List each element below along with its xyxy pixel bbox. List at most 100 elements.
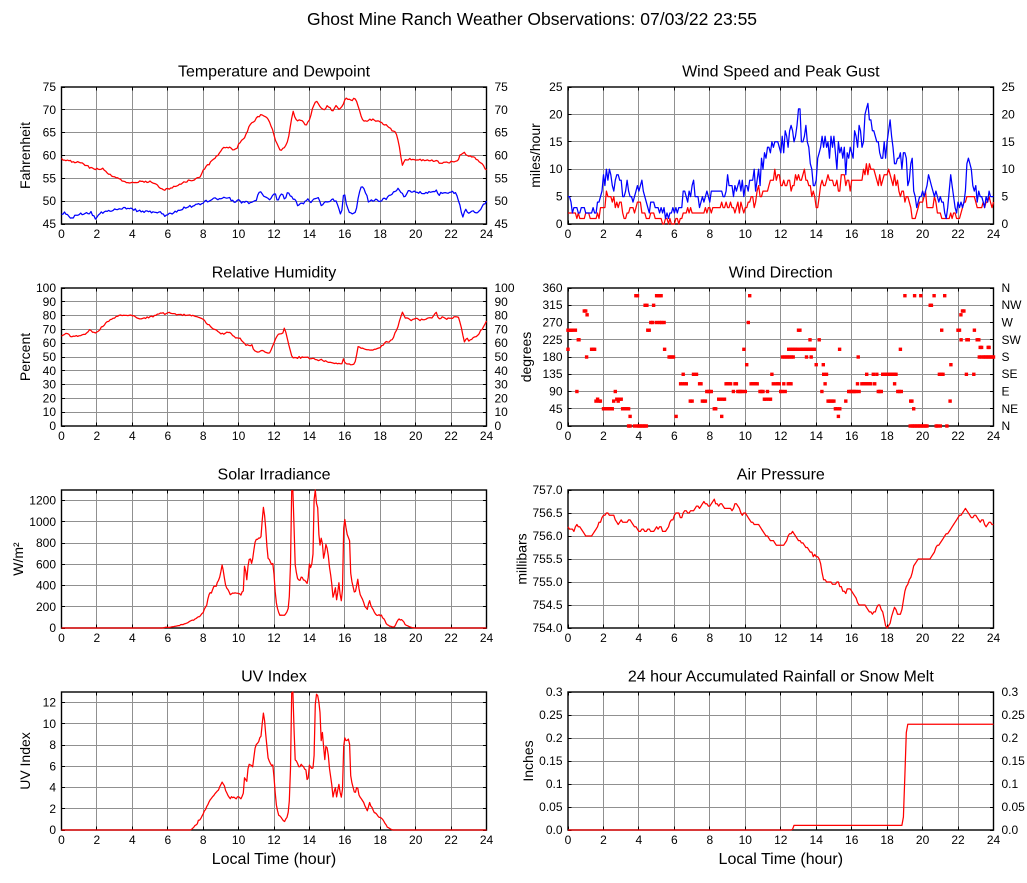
svg-text:60: 60 [495, 336, 509, 350]
svg-text:20: 20 [916, 429, 930, 443]
svg-text:65: 65 [495, 126, 509, 140]
svg-text:4: 4 [636, 833, 643, 847]
svg-text:400: 400 [36, 579, 56, 593]
svg-text:756.0: 756.0 [532, 529, 562, 543]
svg-text:10: 10 [495, 405, 509, 419]
svg-text:0.25: 0.25 [539, 708, 563, 722]
svg-text:15: 15 [549, 135, 563, 149]
svg-text:14: 14 [303, 227, 317, 241]
svg-text:0.05: 0.05 [1002, 800, 1026, 814]
svg-text:Percent: Percent [17, 333, 33, 381]
svg-text:8: 8 [706, 631, 713, 645]
svg-text:14: 14 [303, 833, 317, 847]
svg-text:16: 16 [845, 429, 859, 443]
svg-text:4: 4 [129, 833, 136, 847]
svg-text:0: 0 [565, 429, 572, 443]
svg-text:50: 50 [43, 194, 57, 208]
svg-text:45: 45 [549, 402, 563, 416]
svg-text:24: 24 [480, 429, 494, 443]
svg-text:6: 6 [671, 833, 678, 847]
svg-text:18: 18 [880, 227, 894, 241]
svg-text:22: 22 [951, 227, 965, 241]
svg-text:10: 10 [232, 631, 246, 645]
svg-text:6: 6 [671, 631, 678, 645]
svg-text:6: 6 [164, 227, 171, 241]
svg-text:800: 800 [36, 536, 56, 550]
svg-text:8: 8 [200, 429, 207, 443]
svg-text:W: W [1002, 316, 1014, 330]
svg-text:754.0: 754.0 [532, 621, 562, 635]
svg-text:90: 90 [495, 295, 509, 309]
svg-text:45: 45 [495, 217, 509, 231]
svg-text:8: 8 [200, 227, 207, 241]
svg-text:2: 2 [600, 227, 607, 241]
svg-text:0: 0 [556, 419, 563, 433]
svg-text:8: 8 [706, 227, 713, 241]
svg-text:10: 10 [232, 227, 246, 241]
svg-text:6: 6 [671, 429, 678, 443]
svg-text:75: 75 [495, 80, 509, 94]
svg-text:22: 22 [444, 631, 458, 645]
svg-text:4: 4 [129, 227, 136, 241]
svg-text:22: 22 [951, 429, 965, 443]
svg-text:20: 20 [1002, 107, 1016, 121]
svg-text:6: 6 [49, 759, 56, 773]
svg-text:30: 30 [43, 378, 57, 392]
svg-text:4: 4 [636, 429, 643, 443]
svg-text:SW: SW [1002, 333, 1022, 347]
svg-text:754.5: 754.5 [532, 598, 562, 612]
svg-text:0: 0 [49, 621, 56, 635]
svg-text:NE: NE [1002, 402, 1019, 416]
svg-text:0: 0 [495, 419, 502, 433]
svg-text:12: 12 [267, 429, 281, 443]
svg-text:8: 8 [200, 833, 207, 847]
svg-text:Relative Humidity: Relative Humidity [212, 265, 336, 282]
svg-text:0: 0 [58, 227, 65, 241]
svg-text:0: 0 [58, 833, 65, 847]
svg-text:Local Time (hour): Local Time (hour) [212, 851, 337, 868]
svg-text:20: 20 [495, 391, 509, 405]
svg-text:0.05: 0.05 [539, 800, 563, 814]
svg-text:24: 24 [987, 227, 1001, 241]
svg-text:UV Index: UV Index [17, 732, 33, 790]
svg-text:0.0: 0.0 [546, 823, 563, 837]
svg-text:225: 225 [542, 333, 562, 347]
svg-text:22: 22 [951, 833, 965, 847]
svg-text:20: 20 [409, 429, 423, 443]
svg-text:Local Time (hour): Local Time (hour) [719, 851, 844, 868]
svg-text:0: 0 [49, 823, 56, 837]
svg-text:W/m²: W/m² [10, 542, 26, 576]
svg-text:20: 20 [409, 631, 423, 645]
svg-text:10: 10 [232, 833, 246, 847]
svg-text:5: 5 [556, 190, 563, 204]
svg-text:24: 24 [987, 631, 1001, 645]
svg-text:80: 80 [495, 309, 509, 323]
svg-text:0.25: 0.25 [1002, 708, 1026, 722]
svg-text:50: 50 [43, 350, 57, 364]
svg-text:600: 600 [36, 557, 56, 571]
svg-text:24 hour Accumulated Rainfall o: 24 hour Accumulated Rainfall or Snow Mel… [628, 669, 934, 686]
svg-text:50: 50 [495, 350, 509, 364]
svg-text:0: 0 [49, 419, 56, 433]
svg-text:18: 18 [374, 227, 388, 241]
svg-text:0: 0 [58, 631, 65, 645]
svg-text:80: 80 [43, 309, 57, 323]
svg-text:0: 0 [1002, 217, 1009, 231]
svg-text:50: 50 [495, 194, 509, 208]
svg-text:55: 55 [43, 171, 57, 185]
svg-text:0: 0 [556, 217, 563, 231]
svg-text:Wind Speed and Peak Gust: Wind Speed and Peak Gust [682, 64, 880, 81]
svg-text:0.3: 0.3 [546, 685, 563, 699]
svg-text:200: 200 [36, 600, 56, 614]
svg-text:18: 18 [880, 631, 894, 645]
svg-text:14: 14 [810, 833, 824, 847]
svg-text:Inches: Inches [520, 740, 536, 781]
svg-text:20: 20 [549, 107, 563, 121]
svg-text:16: 16 [338, 631, 352, 645]
svg-text:0.2: 0.2 [1002, 731, 1019, 745]
svg-text:14: 14 [303, 429, 317, 443]
svg-text:70: 70 [495, 103, 509, 117]
svg-text:10: 10 [43, 405, 57, 419]
svg-text:70: 70 [495, 322, 509, 336]
svg-text:SE: SE [1002, 367, 1018, 381]
